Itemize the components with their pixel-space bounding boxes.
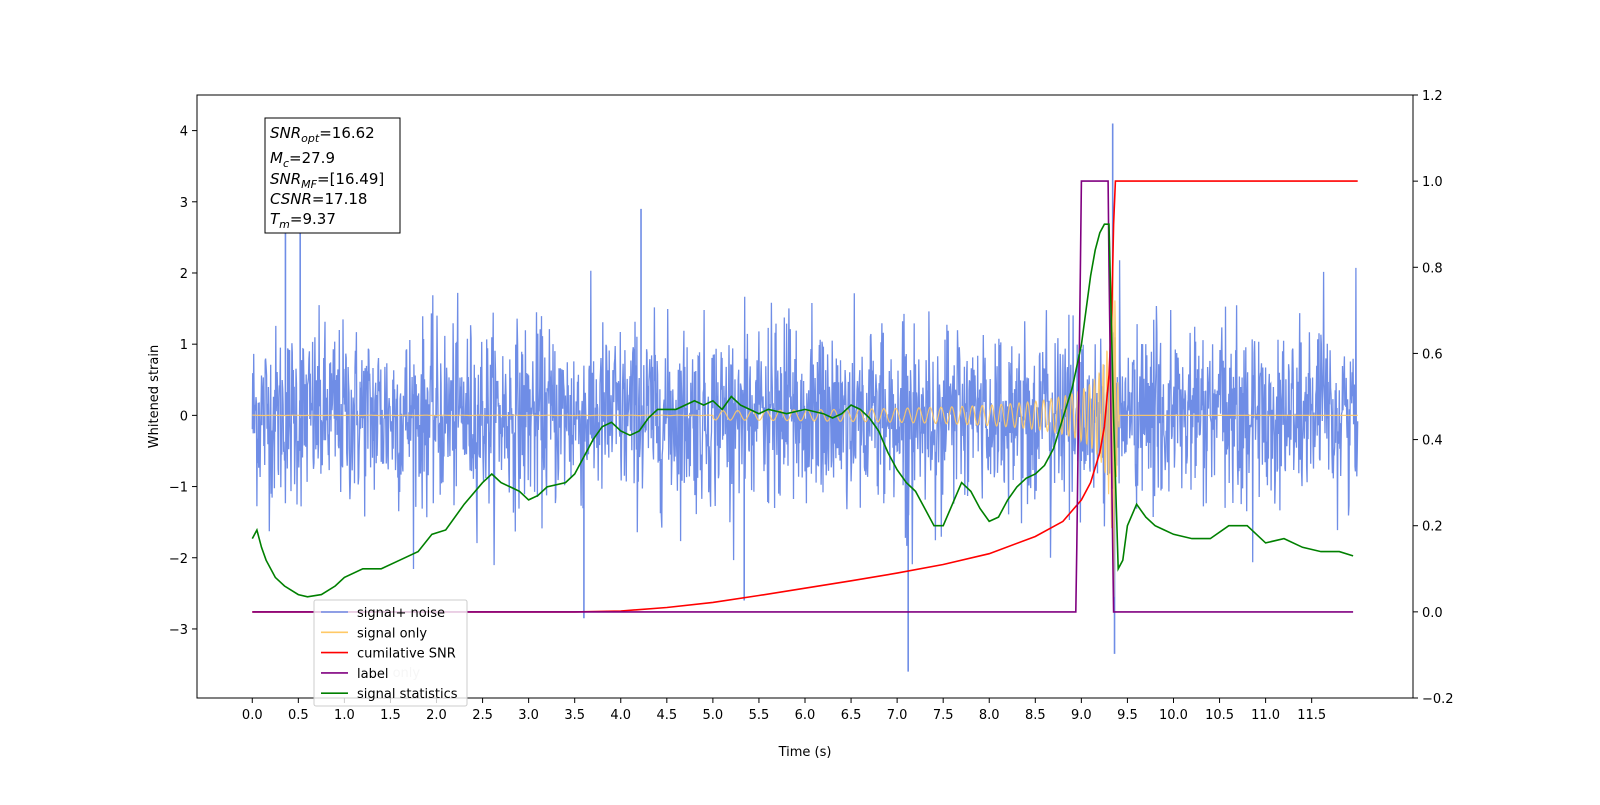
x-tick-label-19: 9.5 <box>1117 708 1138 723</box>
x-tick-label-6: 3.0 <box>518 708 539 723</box>
series-signal-statistics-line <box>251 223 1354 598</box>
x-tick-label-17: 8.5 <box>1025 708 1046 723</box>
x-axis-label: Time (s) <box>778 745 832 760</box>
series-signal-noise-line <box>251 260 1359 570</box>
plot-area <box>251 123 1359 672</box>
x-tick-label-8: 4.0 <box>610 708 631 723</box>
series-signal-only-line <box>252 266 1358 598</box>
y-axis-label: Whitened strain <box>147 345 162 448</box>
y-right-tick-label-5: 0.8 <box>1422 261 1443 276</box>
x-tick-label-21: 10.5 <box>1205 708 1234 723</box>
info-box <box>264 117 401 234</box>
x-tick-label-3: 1.5 <box>380 708 401 723</box>
x-tick-label-15: 7.5 <box>933 708 954 723</box>
y-left-tick-label-3: 0 <box>180 409 188 424</box>
y-right-tick-label-4: 0.6 <box>1422 347 1443 362</box>
info-line-1: Mc=27.9 <box>270 149 335 170</box>
legend-label-1: signal only <box>357 626 427 641</box>
y-left-tick-label-4: 1 <box>180 338 188 353</box>
x-tick-label-7: 3.5 <box>564 708 585 723</box>
y-right-tick-label-7: 1.2 <box>1422 89 1443 104</box>
x-tick-label-4: 2.0 <box>426 708 447 723</box>
y-right-tick-label-2: 0.2 <box>1422 520 1443 535</box>
y-left-tick-label-1: −2 <box>169 552 188 567</box>
x-tick-label-9: 4.5 <box>656 708 677 723</box>
y-left-tick-label-5: 2 <box>180 267 188 282</box>
y-right-tick-label-0: −0.2 <box>1422 692 1454 707</box>
x-tick-label-1: 0.5 <box>288 708 309 723</box>
x-tick-label-10: 5.0 <box>703 708 724 723</box>
info-line-2: SNRMF=[16.49] <box>270 170 384 191</box>
y-right-tick-label-6: 1.0 <box>1422 175 1443 190</box>
x-tick-label-12: 6.0 <box>795 708 816 723</box>
legend-box <box>313 599 468 707</box>
series-label-line <box>252 180 1354 613</box>
x-tick-label-0: 0.0 <box>242 708 263 723</box>
info-line-0: SNRopt=16.62 <box>270 124 375 145</box>
x-tick-label-20: 10.0 <box>1159 708 1188 723</box>
y-left-tick-label-7: 4 <box>180 125 188 140</box>
x-tick-label-2: 1.0 <box>334 708 355 723</box>
legend-label-4: signal statistics <box>357 687 458 702</box>
legend-label-3: label <box>357 667 388 682</box>
info-line-3: CSNR=17.18 <box>270 190 367 208</box>
y-left-tick-label-2: −1 <box>169 481 188 496</box>
legend-label-2: cumilative SNR <box>357 647 456 662</box>
y-left-tick-label-6: 3 <box>180 196 188 211</box>
x-tick-label-14: 7.0 <box>887 708 908 723</box>
y-left-tick-label-0: −3 <box>169 623 188 638</box>
x-tick-label-23: 11.5 <box>1297 708 1326 723</box>
x-tick-label-18: 9.0 <box>1071 708 1092 723</box>
x-tick-label-16: 8.0 <box>979 708 1000 723</box>
x-tick-label-22: 11.0 <box>1251 708 1280 723</box>
x-tick-label-13: 6.5 <box>841 708 862 723</box>
x-tick-label-5: 2.5 <box>472 708 493 723</box>
info-line-4: Tm=9.37 <box>270 210 336 231</box>
y-right-tick-label-1: 0.0 <box>1422 606 1443 621</box>
legend-label-0: signal+ noise <box>357 606 445 621</box>
x-tick-label-11: 5.5 <box>749 708 770 723</box>
series-cumilative-snr-line <box>252 180 1358 613</box>
y-right-tick-label-3: 0.4 <box>1422 434 1443 449</box>
